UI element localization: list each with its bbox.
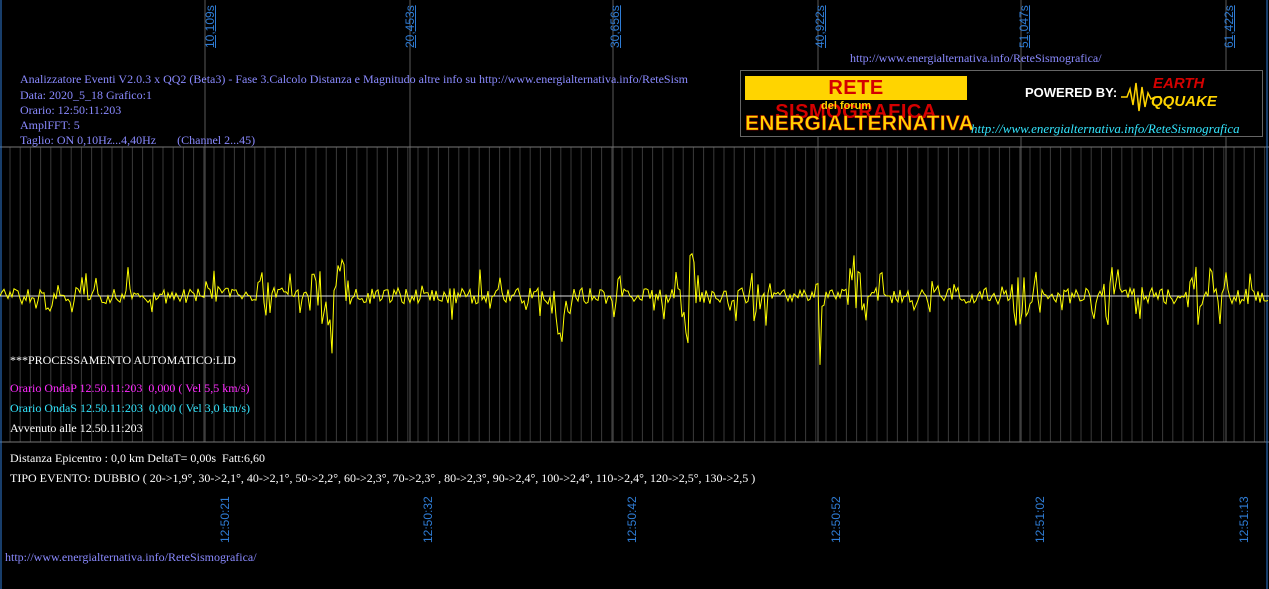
qquake-logo-text: QQUAKE xyxy=(1151,93,1217,110)
header-url-link[interactable]: http://www.energialternativa.info/ReteSi… xyxy=(850,51,1102,65)
bottom-time-label: 12:50:21 xyxy=(218,496,232,543)
info-ampl-fft: AmplFFT: 5 xyxy=(20,118,80,132)
rete-sismografica-banner[interactable]: RETE SISMOGRAFICA del forum ENERGIALTERN… xyxy=(740,70,1263,137)
event-type: TIPO EVENTO: DUBBIO ( 20->1,9°, 30->2,1°… xyxy=(10,471,756,485)
top-time-label: 30,656s xyxy=(608,5,622,48)
onda-p-time: Orario OndaP 12.50.11:203 0,000 ( Vel 5,… xyxy=(10,381,250,395)
earth-logo-text: EARTH xyxy=(1153,75,1205,92)
banner-title: RETE SISMOGRAFICA xyxy=(745,76,967,123)
onda-s-time: Orario OndaS 12.50.11:203 0,000 ( Vel 3,… xyxy=(10,401,250,415)
bottom-time-label: 12:50:42 xyxy=(625,496,639,543)
processing-title: ***PROCESSAMENTO AUTOMATICO:LID xyxy=(10,353,236,367)
seismic-trace xyxy=(0,252,1269,365)
earthquake-wave-icon xyxy=(1121,82,1161,112)
top-time-label: 20,453s xyxy=(403,5,417,48)
footer-url-link[interactable]: http://www.energialternativa.info/ReteSi… xyxy=(5,550,257,564)
bottom-time-label: 12:50:52 xyxy=(829,496,843,543)
powered-by-label: POWERED BY: xyxy=(1025,85,1118,100)
bottom-time-label: 12:51:13 xyxy=(1237,496,1251,543)
banner-brand: ENERGIALTERNATIVA xyxy=(745,112,975,136)
event-occurred-time: Avvenuto alle 12.50.11:203 xyxy=(10,421,143,435)
top-time-label: 61,422s xyxy=(1222,5,1236,48)
info-date: Data: 2020_5_18 Grafico:1 xyxy=(20,88,152,102)
bottom-time-label: 12:51:02 xyxy=(1033,496,1047,543)
banner-subtitle: del forum xyxy=(821,100,872,112)
epicenter-distance: Distanza Epicentro : 0,0 km DeltaT= 0,00… xyxy=(10,451,266,465)
info-time: Orario: 12:50:11:203 xyxy=(20,103,122,117)
top-time-label: 10,109s xyxy=(203,5,217,48)
banner-url-link[interactable]: http://www.energialternativa.info/ReteSi… xyxy=(971,121,1240,136)
analyzer-title: Analizzatore Eventi V2.0.3 x QQ2 (Beta3)… xyxy=(20,72,688,86)
info-filter: Taglio: ON 0,10Hz...4,40Hz (Channel 2...… xyxy=(20,133,256,147)
bottom-time-label: 12:50:32 xyxy=(421,496,435,543)
top-time-label: 40,922s xyxy=(813,5,827,48)
top-time-label: 51,047s xyxy=(1017,5,1031,48)
